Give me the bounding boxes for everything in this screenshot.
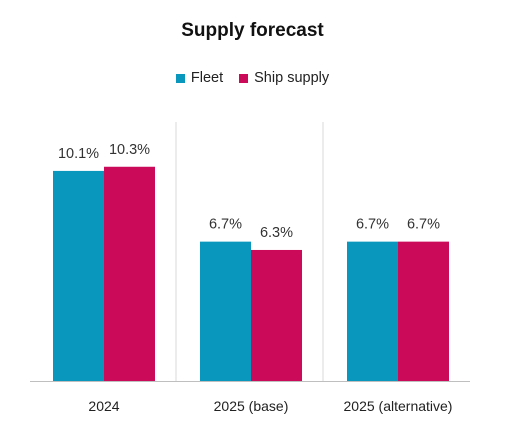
legend-item-ship-supply: Ship supply	[239, 70, 329, 86]
data-label-fleet-1: 10.1%	[58, 146, 99, 162]
legend: Fleet Ship supply	[0, 70, 505, 86]
category-label-2: 2025 (base)	[214, 398, 289, 414]
category-label-1: 2024	[88, 398, 119, 414]
legend-swatch-ship-supply	[239, 73, 249, 83]
legend-swatch-fleet	[175, 73, 185, 83]
bar-ship-supply-1	[104, 166, 155, 381]
data-label-ship-supply-3: 6.7%	[407, 217, 440, 233]
data-label-ship-supply-1: 10.3%	[109, 142, 150, 158]
bar-ship-supply-3	[398, 241, 449, 381]
data-label-fleet-2: 6.7%	[209, 217, 242, 233]
legend-label-fleet: Fleet	[190, 70, 224, 86]
legend-label-ship-supply: Ship supply	[254, 70, 330, 86]
bar-fleet-3	[347, 241, 398, 381]
data-label-ship-supply-2: 6.3%	[260, 225, 293, 241]
chart-title: Supply forecast	[181, 20, 324, 41]
legend-item-fleet: Fleet	[175, 70, 224, 86]
data-label-fleet-3: 6.7%	[356, 217, 389, 233]
bar-ship-supply-2	[251, 249, 302, 381]
bar-fleet-2	[200, 241, 251, 381]
category-label-3: 2025 (alternative)	[344, 398, 453, 414]
bar-fleet-1	[53, 170, 104, 381]
